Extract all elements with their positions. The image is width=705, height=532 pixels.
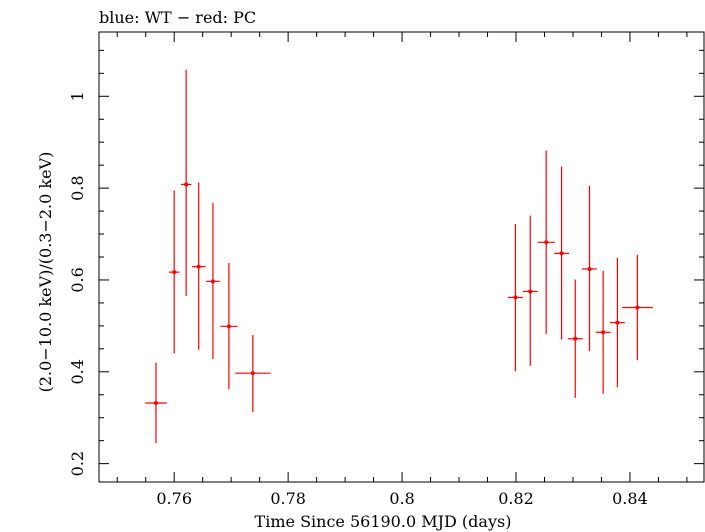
- y-tick-label: 0.8: [68, 175, 87, 200]
- y-tick-label: 0.2: [68, 451, 87, 476]
- point-marker: [153, 401, 158, 406]
- point-marker: [559, 251, 564, 256]
- point-marker: [544, 240, 549, 245]
- data-point: [554, 166, 569, 340]
- x-axis-label: Time Since 56190.0 MJD (days): [255, 512, 512, 531]
- data-point: [610, 257, 625, 388]
- data-point: [537, 150, 555, 335]
- data-point: [567, 279, 583, 398]
- y-tick-label: 0.6: [68, 267, 87, 292]
- x-tick-label: 0.82: [498, 489, 534, 508]
- y-axis-label: (2.0−10.0 keV)/(0.3−2.0 keV): [36, 152, 55, 393]
- point-marker: [513, 295, 518, 300]
- y-tick-label: 0.4: [68, 359, 87, 384]
- point-marker: [601, 330, 606, 335]
- data-point: [508, 223, 523, 372]
- point-marker: [587, 266, 592, 271]
- data-point: [169, 190, 180, 354]
- point-marker: [250, 371, 255, 376]
- chart-title: blue: WT − red: PC: [99, 8, 256, 27]
- y-tick-label: 1: [68, 91, 87, 101]
- x-tick-label: 0.8: [389, 489, 414, 508]
- point-marker: [635, 305, 640, 310]
- plot-frame: [98, 31, 705, 483]
- data-point: [522, 215, 538, 366]
- x-tick-label: 0.76: [156, 489, 192, 508]
- point-marker: [528, 289, 533, 294]
- point-marker: [573, 336, 578, 341]
- y-axis-ticks: 0.2 0.4 0.6 0.8 1: [68, 49, 704, 476]
- point-marker: [172, 270, 177, 275]
- point-marker: [210, 279, 215, 284]
- x-axis-ticks: 0.76 0.78 0.8 0.82 0.84: [116, 32, 688, 508]
- point-marker: [196, 264, 201, 269]
- data-point: [191, 182, 206, 350]
- point-marker: [615, 320, 620, 325]
- data-point: [235, 335, 271, 413]
- data-point: [206, 202, 220, 359]
- data-points: [145, 69, 653, 443]
- data-point: [145, 362, 167, 443]
- data-point: [220, 262, 238, 390]
- data-point: [181, 69, 192, 297]
- point-marker: [184, 182, 189, 187]
- data-point: [595, 270, 611, 394]
- x-tick-label: 0.78: [270, 489, 306, 508]
- x-tick-label: 0.84: [612, 489, 648, 508]
- point-marker: [226, 324, 231, 329]
- data-point: [582, 185, 597, 352]
- data-point: [621, 254, 653, 361]
